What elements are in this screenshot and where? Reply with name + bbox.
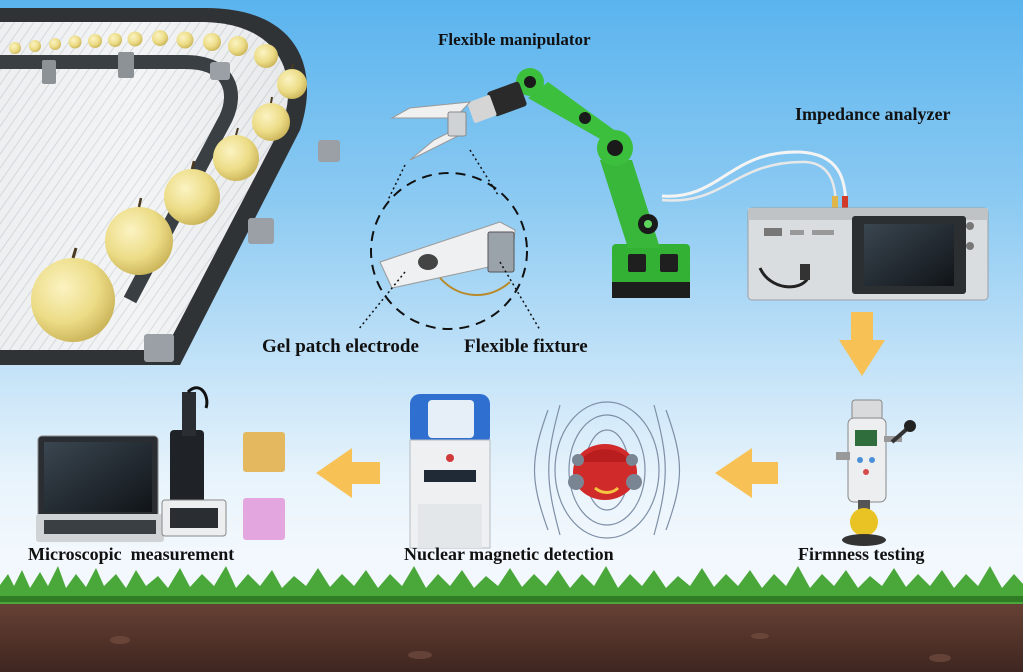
arrow-left-1 (715, 448, 778, 498)
pear (176, 31, 194, 49)
robot-arm-icon (390, 68, 690, 298)
flow-arrows (316, 312, 885, 498)
pear (88, 34, 102, 48)
pear (9, 42, 21, 54)
sample-yellow (243, 432, 285, 472)
conveyor-bracket (118, 52, 134, 78)
zoom-circle (370, 172, 528, 330)
pear (228, 36, 248, 56)
label-gel-patch-electrode: Gel patch electrode (262, 336, 419, 357)
label-firmness-testing: Firmness testing (798, 544, 925, 564)
pear (108, 33, 122, 47)
pear (277, 69, 307, 99)
pear (213, 135, 259, 181)
firmness-tester-device (836, 399, 916, 546)
pear (49, 38, 61, 50)
pear (203, 33, 221, 51)
conveyor-bracket (210, 62, 230, 80)
microscope-workstation (36, 386, 285, 542)
magnetic-field-illustration (533, 401, 681, 539)
conveyor-belt (0, 8, 340, 365)
pear (105, 207, 173, 275)
sample-pink (243, 498, 285, 540)
label-nuclear-magnetic-detection: Nuclear magnetic detection (404, 544, 614, 564)
conveyor-bracket (248, 218, 274, 244)
fruit-sample-in-field (568, 444, 642, 500)
label-flexible-manipulator: Flexible manipulator (438, 30, 591, 49)
pear (31, 258, 115, 342)
conveyor-bracket (42, 60, 56, 84)
pear (252, 103, 290, 141)
pears (9, 30, 307, 342)
analyzer-cables (661, 150, 848, 212)
arrow-left-2 (316, 448, 380, 498)
label-microscopic-measurement: Microscopic measurement (28, 544, 235, 564)
pear (254, 44, 278, 68)
impedance-analyzer-device (747, 207, 989, 301)
arrow-down (839, 312, 885, 376)
label-flexible-fixture: Flexible fixture (464, 336, 588, 357)
conveyor-bracket (144, 334, 174, 362)
ground (0, 566, 1023, 672)
pear (152, 30, 168, 46)
conveyor-bracket (318, 140, 340, 162)
pear (68, 35, 82, 49)
pear (29, 40, 41, 52)
pear (164, 169, 220, 225)
nmr-analyzer-device (409, 394, 491, 549)
pear (127, 31, 143, 47)
zoom-callout (357, 149, 541, 331)
gel-patch-electrode (418, 254, 438, 270)
label-impedance-analyzer: Impedance analyzer (795, 104, 951, 124)
